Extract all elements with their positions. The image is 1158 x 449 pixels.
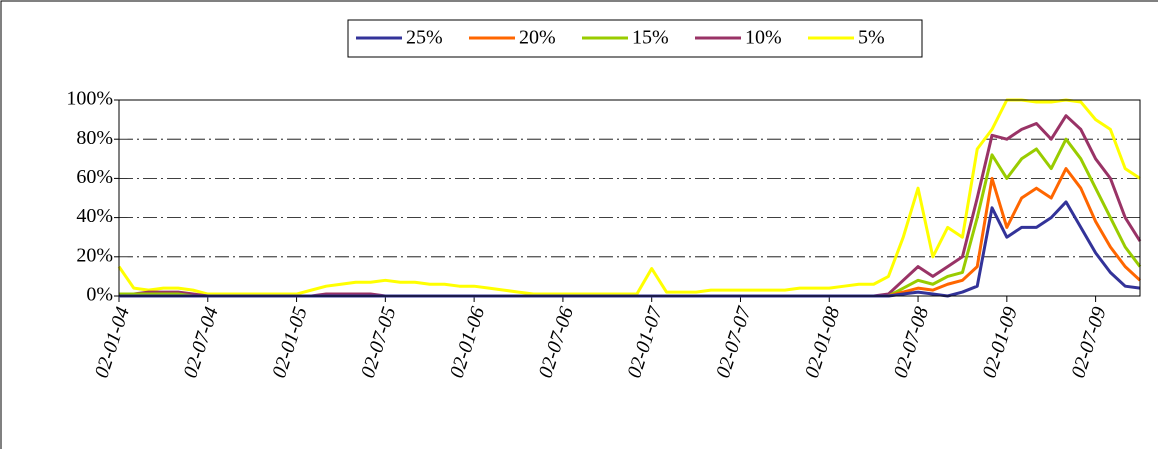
plot-border bbox=[118, 99, 1141, 297]
series-line bbox=[117, 98, 1141, 296]
y-tick-label: 100% bbox=[66, 88, 113, 110]
y-tick-label: 20% bbox=[76, 244, 113, 266]
legend-label: 5% bbox=[858, 27, 885, 49]
y-tick-label: 80% bbox=[76, 127, 113, 149]
legend-label: 15% bbox=[632, 27, 669, 49]
legend-label: 20% bbox=[519, 27, 556, 49]
y-tick-label: 0% bbox=[86, 284, 113, 306]
plot-area bbox=[119, 100, 1140, 296]
y-tick-label: 60% bbox=[76, 166, 113, 188]
legend-label: 10% bbox=[745, 27, 782, 49]
legend-label: 25% bbox=[406, 27, 443, 49]
y-tick-label: 40% bbox=[76, 205, 113, 227]
